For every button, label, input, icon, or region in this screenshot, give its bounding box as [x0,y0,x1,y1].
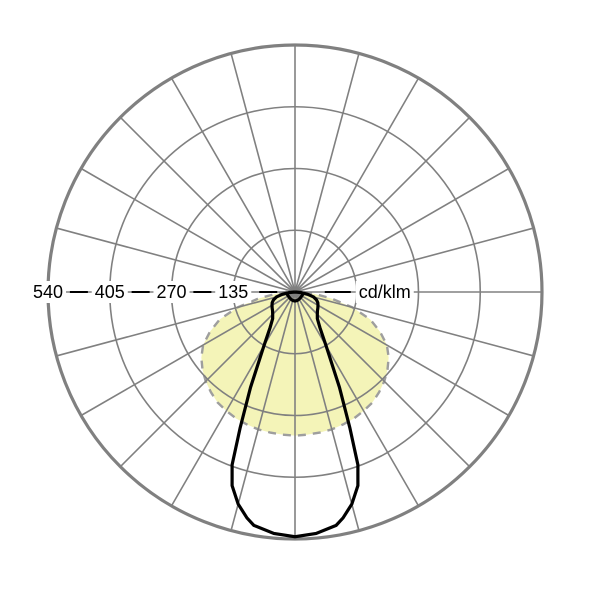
axis-label-value: 405 [95,282,125,302]
polar-grid-radial [295,53,359,292]
polar-grid-radial [295,78,419,292]
axis-label-value: 540 [33,282,63,302]
axis-label-value: 135 [218,282,248,302]
photometric-polar-chart: 540 405 270 135 cd/klm [0,0,590,590]
polar-grid-radial [295,228,534,292]
polar-grid-radial [172,78,296,292]
polar-grid-radial [81,169,295,293]
polar-grid-radial [295,117,470,292]
polar-grid-radial [295,169,509,293]
axis-label-value: 270 [156,282,186,302]
axis-unit-label: cd/klm [359,282,411,302]
polar-grid-radial [120,117,295,292]
polar-grid-radial [231,53,295,292]
